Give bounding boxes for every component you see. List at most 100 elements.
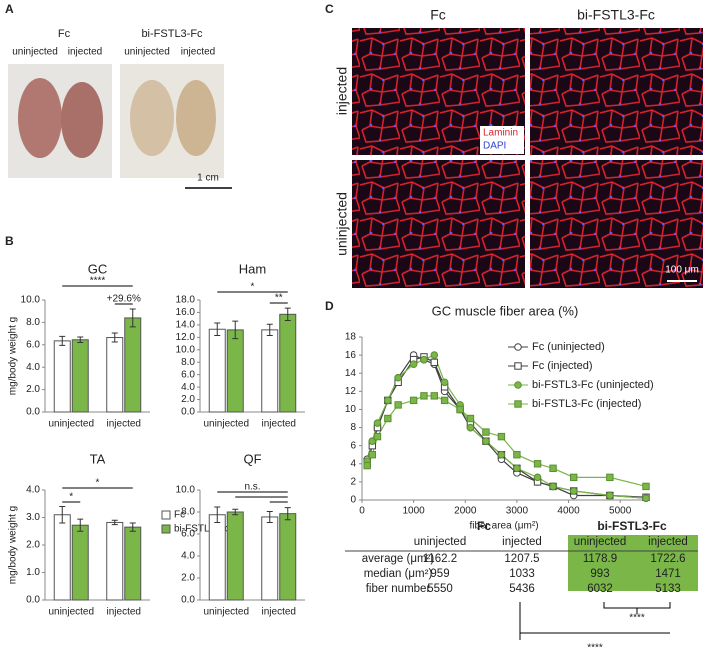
condition-label: injected: [68, 47, 102, 58]
point: [549, 482, 557, 491]
y-tick-label: 4.0: [26, 362, 40, 373]
micrograph: [530, 28, 703, 155]
point: [368, 451, 377, 459]
y-tick-label: 4: [350, 458, 356, 469]
significance-label: ****: [629, 613, 645, 624]
y-tick-label: 3.0: [26, 512, 40, 523]
table-cell: 1178.9: [583, 553, 617, 565]
point: [430, 351, 439, 359]
row-label: injected: [334, 67, 350, 115]
condition-label: uninjected: [12, 47, 58, 58]
y-tick-label: 8.0: [26, 317, 40, 328]
bar: [53, 340, 71, 413]
legend-marker: [514, 362, 522, 370]
x-tick-label: 5000: [609, 506, 632, 517]
table-header: injected: [502, 536, 542, 548]
error-bar: [129, 522, 136, 532]
point: [497, 450, 506, 459]
x-tick-label: 3000: [506, 506, 529, 517]
significance-label: ****: [90, 276, 106, 287]
legend-swatch: [161, 510, 171, 520]
column-label: Fc: [430, 7, 446, 23]
chart-title: QF: [243, 451, 261, 466]
bar: [71, 339, 89, 413]
micrograph: [530, 160, 703, 288]
y-tick-label: 12: [345, 386, 357, 397]
scale-label: 1 cm: [197, 173, 219, 184]
y-tick-label: 4.0: [181, 382, 195, 393]
legend-marker: [514, 400, 522, 408]
group-label: Fc: [58, 28, 71, 40]
error-bar: [111, 332, 118, 343]
error-bar: [129, 308, 136, 328]
y-tick-label: 16: [345, 350, 357, 361]
series-line: [366, 354, 647, 499]
bar: [71, 524, 89, 601]
table-cell: 1033: [509, 568, 535, 580]
stain-legend-box: [480, 126, 524, 154]
x-tick-label: injected: [107, 419, 141, 430]
condition-label: injected: [181, 47, 215, 58]
y-tick-label: 1.0: [26, 567, 40, 578]
significance-label: ****: [587, 643, 603, 654]
table-cell: 5133: [655, 583, 681, 595]
error-bar: [214, 506, 221, 523]
point: [409, 360, 418, 368]
bar: [124, 526, 142, 601]
point: [384, 414, 392, 423]
bar: [208, 328, 226, 413]
bar: [226, 511, 244, 601]
y-tick-label: 2.0: [26, 384, 40, 395]
y-tick-label: 12.0: [176, 332, 196, 343]
x-tick-label: 2000: [454, 506, 477, 517]
point: [456, 405, 464, 414]
point: [549, 464, 557, 473]
bar: [261, 329, 279, 413]
point: [569, 487, 578, 495]
point: [606, 473, 614, 482]
table-cell: 6032: [587, 583, 613, 595]
x-tick-label: injected: [262, 419, 296, 430]
point: [513, 464, 521, 473]
bar: [226, 329, 244, 413]
muscle: [176, 80, 216, 156]
point: [440, 396, 449, 405]
table-group: bi-FSTL3-Fc: [597, 519, 667, 533]
point: [363, 461, 371, 470]
table-header: uninjected: [414, 536, 466, 548]
point: [420, 355, 428, 364]
table-cell: 993: [590, 568, 609, 580]
chart-title: TA: [90, 451, 106, 466]
y-tick-label: 6.0: [26, 339, 40, 350]
y-tick-label: 10: [345, 404, 357, 415]
x-tick-label: injected: [107, 607, 141, 618]
row-label: uninjected: [334, 192, 350, 256]
significance-label: *: [96, 478, 100, 489]
y-tick-label: 4.0: [26, 485, 40, 496]
panel-label: D: [325, 299, 334, 313]
y-axis-label: mg/body weight g: [8, 506, 19, 584]
legend-swatch: [161, 524, 171, 534]
chart-title: Ham: [239, 261, 266, 276]
point: [642, 494, 650, 502]
y-tick-label: 6.0: [181, 369, 195, 380]
bar: [208, 514, 226, 601]
error-bar: [266, 323, 273, 336]
error-bar: [232, 320, 239, 340]
table-group: Fc: [477, 519, 491, 533]
y-tick-label: 8.0: [181, 507, 195, 518]
legend-label: bi-FSTL3-Fc (injected): [532, 398, 641, 410]
error-bar: [214, 322, 221, 336]
micrograph: [352, 160, 525, 288]
legend-label: Fc (uninjected): [532, 341, 605, 353]
point: [384, 396, 392, 405]
significance-label: n.s.: [244, 482, 260, 493]
table-header: injected: [648, 536, 688, 548]
error-bar: [77, 336, 84, 344]
y-tick-label: 0.0: [181, 407, 195, 418]
x-tick-label: uninjected: [48, 419, 94, 430]
muscle: [61, 82, 103, 158]
legend-label: bi-FSTL3-Fc: [174, 524, 230, 535]
condition-label: uninjected: [124, 47, 170, 58]
y-tick-label: 0: [350, 495, 356, 506]
